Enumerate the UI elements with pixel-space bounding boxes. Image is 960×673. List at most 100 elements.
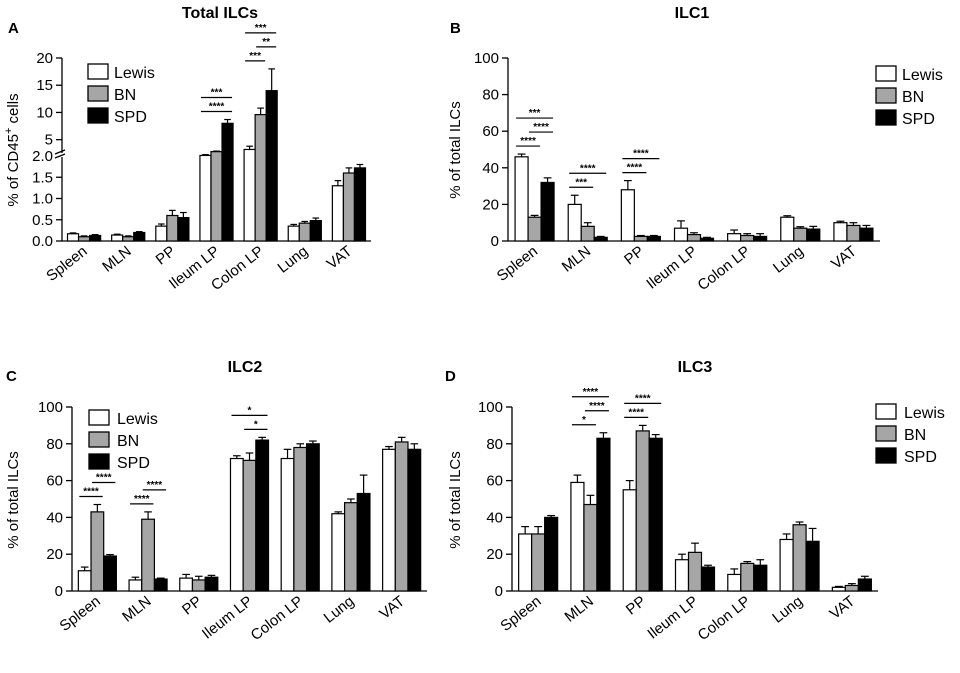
significance-label: **** (96, 473, 112, 484)
bar-bn (141, 518, 156, 592)
significance-label: **** (209, 102, 225, 113)
bar-spd (221, 122, 234, 242)
significance-label: *** (249, 51, 261, 62)
legend-swatch-spd (88, 453, 110, 470)
bar-lewis (66, 233, 80, 242)
bar-spd (177, 217, 190, 242)
bar-spd (255, 439, 270, 592)
x-category-label: PP (621, 243, 647, 269)
significance-label: * (248, 405, 252, 416)
y-axis-label-text: % of total ILCs (447, 451, 464, 549)
legend-label-spd: SPD (904, 449, 937, 466)
bar-spd (596, 437, 611, 592)
significance-label: **** (533, 122, 549, 133)
significance-label: **** (520, 136, 536, 147)
bar-lewis (280, 457, 295, 592)
bar-lewis (622, 489, 637, 592)
x-category-label: Ileum LP (644, 593, 701, 643)
significance-label: **** (147, 480, 163, 491)
bar-spd (103, 555, 117, 592)
legend-label-lewis: Lewis (114, 65, 155, 82)
x-category-label: Ileum LP (199, 593, 256, 643)
bar-bn (293, 446, 308, 592)
bar-lewis (331, 513, 346, 592)
panel-label: A (8, 20, 19, 37)
bar-bn (531, 533, 546, 592)
significance-label: *** (529, 108, 541, 119)
significance-label: **** (635, 393, 651, 404)
bar-spd (407, 448, 422, 592)
significance-label: **** (83, 487, 99, 498)
axis-break-mark (54, 153, 66, 159)
y-tick-label: 15 (36, 77, 53, 94)
y-tick-label: 40 (482, 160, 499, 177)
significance-label: ** (262, 37, 270, 48)
bar-bn (580, 225, 595, 242)
chart-title: Total ILCs (182, 5, 258, 22)
x-category-label: Lung (769, 593, 806, 627)
y-tick-label: 20 (46, 546, 63, 563)
bar-bn (122, 236, 135, 242)
y-tick-label: 100 (38, 399, 63, 416)
bar-bn (254, 114, 267, 242)
bar-spd (700, 566, 716, 592)
significance-label: **** (589, 401, 605, 412)
bar-spd (806, 228, 821, 242)
bar-lewis (128, 579, 143, 592)
bar-spd (153, 578, 168, 592)
bar-spd (593, 236, 608, 242)
bar-spd (540, 181, 555, 242)
y-tick-label: 20 (486, 546, 503, 563)
chart-title: ILC2 (228, 359, 263, 376)
bar-bn (343, 502, 358, 592)
bar-lewis (518, 533, 533, 592)
significance-label: *** (255, 23, 267, 34)
y-tick-label: 80 (486, 436, 503, 453)
y-tick-label: 60 (486, 473, 503, 490)
bar-lewis (674, 559, 690, 592)
bar-lewis (382, 448, 396, 592)
y-tick-label: 80 (46, 436, 63, 453)
legend-label-bn: BN (117, 433, 139, 450)
significance-label: *** (211, 88, 223, 99)
legend-swatch-spd (87, 107, 109, 124)
bar-bn (77, 236, 91, 242)
bar-lewis (243, 148, 256, 242)
x-category-label: VAT (828, 243, 860, 273)
x-category-label: Colon LP (248, 593, 307, 644)
bar-bn (686, 233, 702, 242)
x-category-label: MLN (559, 243, 594, 276)
x-category-label: PP (623, 593, 649, 619)
legend-label-spd: SPD (114, 109, 147, 126)
bar-bn (635, 430, 650, 592)
bar-spd (857, 578, 872, 592)
bar-lewis (287, 225, 300, 242)
bar-spd (544, 516, 559, 592)
bar-spd (648, 437, 663, 592)
bar-lewis (727, 573, 742, 592)
bar-spd (265, 90, 278, 242)
x-category-label: Spleen (494, 243, 541, 285)
bar-bn (844, 584, 859, 592)
bar-bn (583, 503, 598, 592)
bar-lewis (155, 225, 168, 242)
bar-spd (356, 492, 371, 592)
bar-lewis (673, 227, 689, 242)
x-category-label: Colon LP (695, 593, 754, 644)
x-category-label: Spleen (57, 593, 104, 635)
bar-lewis (570, 481, 585, 592)
x-category-label: Colon LP (695, 243, 754, 294)
x-category-label: VAT (324, 243, 356, 273)
legend-swatch-bn (87, 85, 109, 102)
x-category-label: Lung (321, 593, 358, 627)
x-category-label: PP (179, 593, 205, 619)
significance-label: *** (575, 177, 587, 188)
x-category-label: Lung (274, 243, 311, 277)
y-tick-label: 5 (45, 132, 53, 149)
y-axis-label: % of total ILCs (447, 451, 464, 549)
x-category-label: MLN (99, 243, 134, 276)
panel-c: C ILC2 0 20 40 60 80 100 % of total ILCs Spleen ML… (5, 359, 427, 644)
y-tick-label: 100 (474, 50, 499, 67)
bar-bn (740, 234, 755, 242)
legend-label-lewis: Lewis (904, 405, 945, 422)
